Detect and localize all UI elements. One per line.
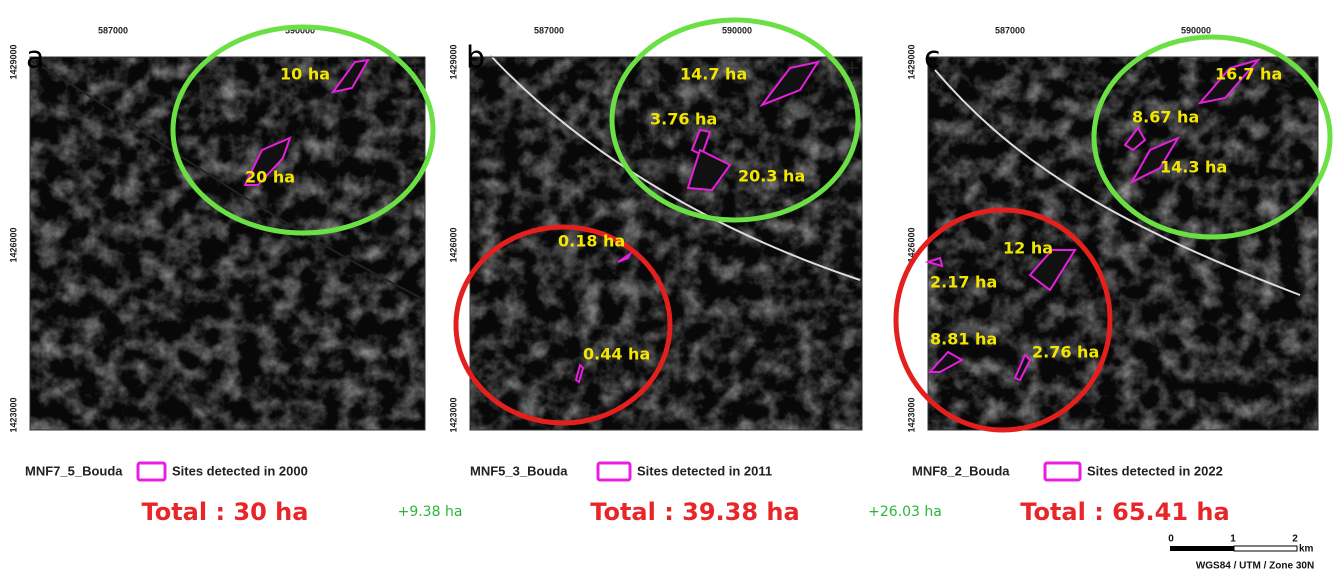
- crs: WGS84 / UTM / Zone 30N: [1196, 561, 1314, 572]
- legend-name: MNF7_5_Bouda: [25, 463, 123, 478]
- road: [29, 59, 426, 301]
- north-arrow: [1302, 62, 1314, 74]
- north-arrow: [409, 62, 421, 74]
- area-label: 2.76 ha: [1032, 343, 1099, 362]
- y-coord-label: 1426000: [906, 227, 916, 262]
- site-polygon: [617, 251, 633, 263]
- zone-circle: [1091, 34, 1333, 240]
- area-label: 10 ha: [280, 65, 330, 84]
- y-coord-label: 1426000: [8, 227, 18, 262]
- total: Total : 30 ha: [142, 498, 309, 526]
- site-polygon: [330, 58, 370, 94]
- map-frame: [469, 56, 863, 431]
- legend-text: Sites detected in 2000: [172, 463, 308, 478]
- x-coord-label: 590000: [285, 25, 315, 35]
- north-label: N: [409, 79, 419, 86]
- zone-circle: [453, 224, 673, 426]
- x-coord-label: 587000: [98, 25, 128, 35]
- y-coord-label: 1423000: [448, 397, 458, 432]
- x-coord-label: 587000: [534, 25, 564, 35]
- legend-swatch: [596, 461, 632, 482]
- area-label: 3.76 ha: [650, 110, 717, 129]
- site-polygon: [686, 148, 732, 192]
- area-label: 8.81 ha: [930, 330, 997, 349]
- scale-label: 0: [1168, 534, 1174, 545]
- site-polygon: [924, 256, 944, 268]
- y-coord-label: 1423000: [906, 397, 916, 432]
- scale-label: 2: [1292, 534, 1298, 545]
- area-label: 12 ha: [1003, 239, 1053, 258]
- map-highlights: [928, 57, 1318, 430]
- area-label: 0.18 ha: [558, 232, 625, 251]
- total: Total : 65.41 ha: [1020, 498, 1229, 526]
- zone-circle: [609, 17, 861, 223]
- site-polygon: [243, 136, 292, 186]
- area-label: 14.3 ha: [1160, 158, 1227, 177]
- y-coord-label: 1423000: [8, 397, 18, 432]
- panel-letter: c: [924, 41, 941, 76]
- legend-swatch: [136, 461, 167, 482]
- y-coord-label: 1429000: [8, 44, 18, 79]
- scale-bar-white: [1233, 545, 1298, 552]
- north-label: N: [1302, 79, 1312, 86]
- scale-bar-black: [1170, 546, 1234, 551]
- site-polygon: [1028, 249, 1077, 292]
- difference: +9.38 ha: [398, 504, 463, 520]
- panel-letter: a: [26, 41, 44, 76]
- y-coord-label: 1429000: [448, 44, 458, 79]
- map-highlights: [30, 57, 425, 430]
- site-polygon: [927, 350, 965, 373]
- area-label: 14.7 ha: [680, 65, 747, 84]
- legend-name: MNF5_3_Bouda: [470, 463, 568, 478]
- x-coord-label: 590000: [1181, 25, 1211, 35]
- x-coord-label: 590000: [722, 25, 752, 35]
- area-label: 16.7 ha: [1215, 65, 1282, 84]
- site-polygon: [1123, 126, 1147, 152]
- difference: +26.03 ha: [868, 504, 942, 520]
- area-label: 20.3 ha: [738, 167, 805, 186]
- scale-unit: km: [1299, 544, 1314, 555]
- zone-circle: [170, 24, 436, 236]
- site-polygon: [574, 363, 585, 384]
- map-frame: [29, 56, 426, 431]
- total: Total : 39.38 ha: [590, 498, 799, 526]
- site-polygon: [1129, 135, 1181, 185]
- legend-text: Sites detected in 2022: [1087, 463, 1223, 478]
- legend-swatch: [1043, 461, 1082, 482]
- legend-text: Sites detected in 2011: [637, 463, 772, 478]
- road: [934, 69, 1301, 296]
- area-label: 2.17 ha: [930, 273, 997, 292]
- panel-letter: b: [466, 41, 485, 76]
- site-polygon: [1013, 353, 1032, 382]
- legend-name: MNF8_2_Bouda: [912, 463, 1010, 478]
- north-arrow: [846, 62, 858, 74]
- y-coord-label: 1429000: [906, 44, 916, 79]
- area-label: 0.44 ha: [583, 345, 650, 364]
- scale-label: 1: [1230, 534, 1236, 545]
- area-label: 20 ha: [245, 168, 295, 187]
- x-coord-label: 587000: [995, 25, 1025, 35]
- zone-circle: [893, 207, 1113, 433]
- area-label: 8.67 ha: [1132, 108, 1199, 127]
- y-coord-label: 1426000: [448, 227, 458, 262]
- site-polygon: [759, 60, 821, 108]
- map-highlights: [470, 57, 862, 430]
- site-polygon: [1197, 58, 1261, 105]
